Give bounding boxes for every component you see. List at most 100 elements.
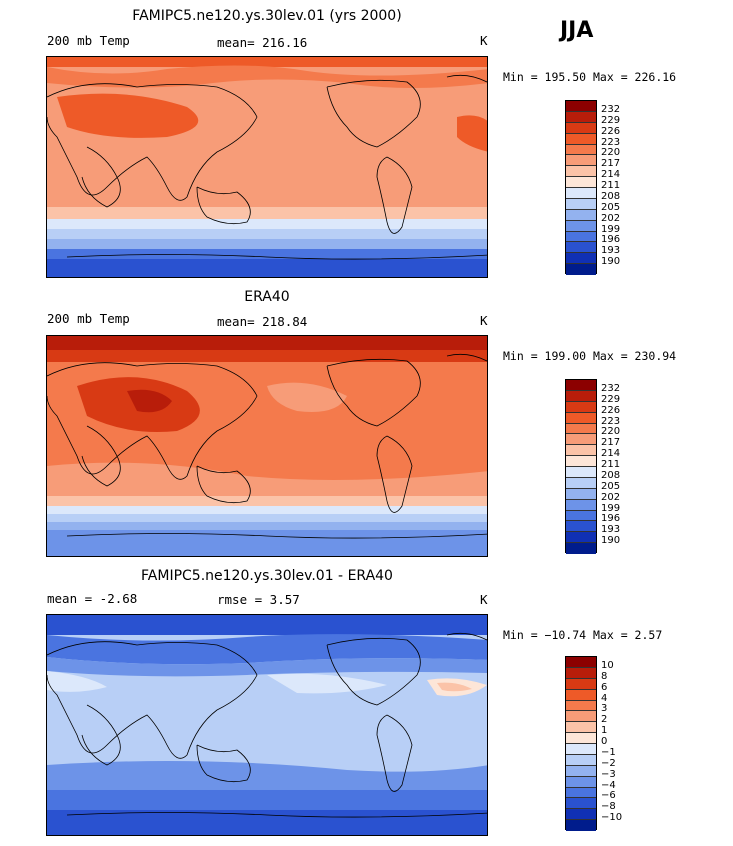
panel-3-min-max: Min = −10.74 Max = 2.57 [503, 628, 663, 642]
colorbar-level-label: 196 [601, 234, 621, 246]
colorbar-swatch [566, 521, 596, 533]
colorbar-swatch [566, 488, 596, 500]
colorbar-swatch [566, 477, 596, 489]
colorbar-swatch [566, 657, 596, 668]
colorbar-swatch [566, 198, 596, 210]
colorbar-swatch [566, 809, 596, 821]
panel-1-units: K [480, 33, 488, 48]
colorbar-swatch [566, 678, 596, 690]
colorbar-level-label: 226 [601, 125, 621, 137]
colorbar-swatch [566, 111, 596, 123]
colorbar-swatch [566, 754, 596, 766]
colorbar-swatch [566, 101, 596, 112]
colorbar-swatch [566, 667, 596, 679]
colorbar-level-label: −10 [601, 812, 623, 824]
colorbar-level-label: 232 [601, 382, 621, 394]
colorbar-level-label: 214 [601, 169, 621, 181]
colorbar-level-label: 217 [601, 158, 621, 170]
panel-2-map [46, 335, 488, 557]
colorbar-swatch [566, 253, 596, 265]
colorbar-swatch [566, 209, 596, 221]
colorbar-swatch [566, 423, 596, 435]
colorbar-swatch [566, 264, 596, 275]
colorbar-level-label: 190 [601, 535, 621, 547]
panel-1-variable-label: 200 mb Temp [47, 33, 130, 48]
panel-2-mean-label: mean= 218.84 [217, 314, 308, 329]
season-label: JJA [560, 18, 594, 43]
colorbar-level-label: 220 [601, 147, 621, 159]
colorbar-swatch [566, 510, 596, 522]
colorbar-swatch [566, 220, 596, 232]
colorbar-level-label: 4 [601, 692, 608, 704]
colorbar-swatch [566, 434, 596, 446]
colorbar-swatch [566, 787, 596, 799]
colorbar-level-label: 193 [601, 524, 621, 536]
colorbar-level-label: 199 [601, 502, 621, 514]
colorbar-swatch [566, 765, 596, 777]
colorbar-swatch [566, 689, 596, 701]
colorbar-level-label: 190 [601, 256, 621, 268]
panel-3-colorbar [565, 656, 597, 831]
colorbar-swatch [566, 166, 596, 178]
colorbar-level-label: 211 [601, 459, 621, 470]
colorbar-swatch [566, 122, 596, 134]
colorbar-level-label: 205 [601, 201, 621, 213]
colorbar-level-label: −8 [601, 801, 616, 813]
colorbar-level-label: 223 [601, 136, 621, 148]
colorbar-level-label: 223 [601, 415, 621, 427]
colorbar-swatch [566, 390, 596, 402]
panel-1-colorbar [565, 100, 597, 275]
colorbar-level-label: 193 [601, 245, 621, 257]
colorbar-swatch [566, 543, 596, 554]
colorbar-swatch [566, 188, 596, 199]
panel-1-map [46, 56, 488, 278]
colorbar-swatch [566, 532, 596, 544]
colorbar-swatch [566, 744, 596, 755]
colorbar-swatch [566, 820, 596, 831]
panel-1-min-max: Min = 195.50 Max = 226.16 [503, 70, 677, 84]
panel-2-units: K [480, 313, 488, 328]
colorbar-level-label: 6 [601, 681, 608, 693]
colorbar-level-label: 202 [601, 491, 621, 503]
colorbar-swatch [566, 445, 596, 457]
colorbar-swatch [566, 733, 596, 744]
colorbar-swatch [566, 711, 596, 723]
panel-2-min-max: Min = 199.00 Max = 230.94 [503, 349, 677, 363]
colorbar-level-label: 202 [601, 212, 621, 224]
colorbar-swatch [566, 467, 596, 478]
colorbar-level-label: 229 [601, 393, 621, 405]
colorbar-swatch [566, 401, 596, 413]
colorbar-level-label: −3 [601, 768, 616, 780]
colorbar-level-label: 226 [601, 404, 621, 416]
colorbar-level-label: 199 [601, 223, 621, 235]
colorbar-swatch [566, 380, 596, 391]
colorbar-level-label: 2 [601, 714, 608, 726]
colorbar-swatch [566, 776, 596, 788]
colorbar-swatch [566, 177, 596, 188]
panel-3-mean-label: mean = -2.68 [47, 591, 138, 606]
colorbar-level-label: 1 [601, 725, 608, 737]
colorbar-swatch [566, 242, 596, 254]
colorbar-swatch [566, 700, 596, 712]
colorbar-swatch [566, 798, 596, 810]
panel-3-title: FAMIPC5.ne120.ys.30lev.01 - ERA40 [141, 568, 393, 584]
colorbar-swatch [566, 499, 596, 511]
colorbar-swatch [566, 144, 596, 156]
colorbar-level-label: −2 [601, 757, 616, 769]
panel-3-units: K [480, 592, 488, 607]
colorbar-level-label: 208 [601, 469, 621, 481]
colorbar-level-label: 211 [601, 180, 621, 191]
colorbar-level-label: 205 [601, 480, 621, 492]
colorbar-level-label: 3 [601, 703, 608, 715]
panel-1-title: FAMIPC5.ne120.ys.30lev.01 (yrs 2000) [132, 8, 402, 24]
panel-2-colorbar [565, 379, 597, 554]
colorbar-level-label: 10 [601, 659, 614, 671]
colorbar-level-label: 196 [601, 513, 621, 525]
colorbar-level-label: 232 [601, 103, 621, 115]
colorbar-level-label: 229 [601, 114, 621, 126]
colorbar-swatch [566, 231, 596, 243]
panel-3-rmse-label: rmse = 3.57 [217, 592, 300, 607]
colorbar-level-label: −1 [601, 746, 616, 758]
colorbar-level-label: −4 [601, 779, 616, 791]
colorbar-swatch [566, 412, 596, 424]
